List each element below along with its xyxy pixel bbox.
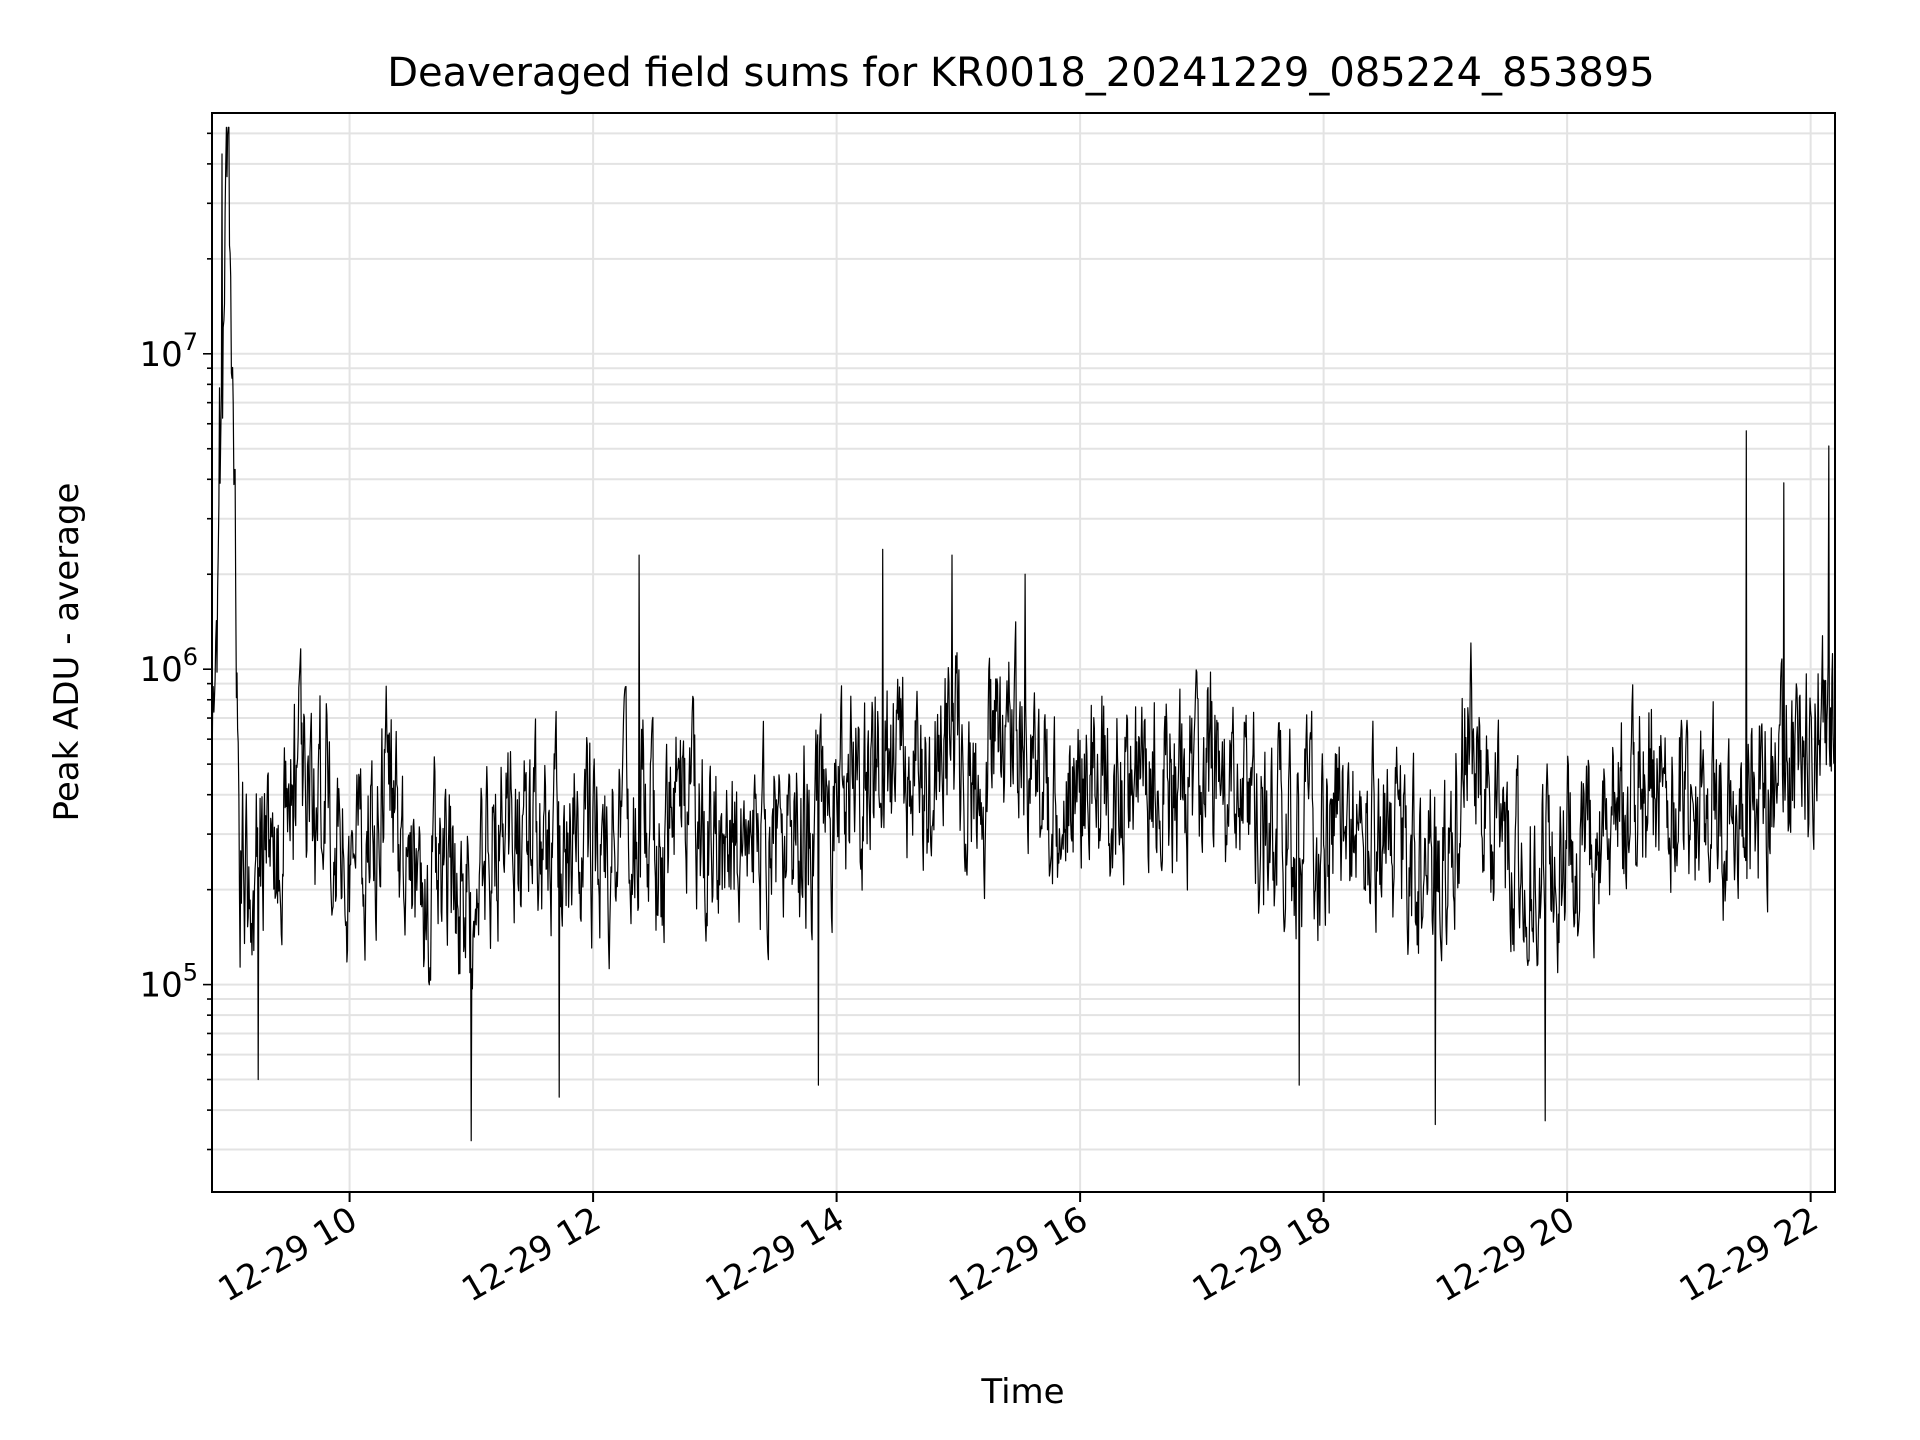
plot-area bbox=[211, 126, 1836, 1142]
y-tick-label: 107 bbox=[139, 328, 198, 375]
chart-title: Deaveraged field sums for KR0018_2024122… bbox=[387, 50, 1655, 96]
y-axis: 105 106 107 bbox=[139, 132, 212, 1151]
x-axis-label: Time bbox=[980, 1372, 1064, 1412]
y-tick-label: 105 bbox=[139, 959, 198, 1006]
y-tick-label: 106 bbox=[139, 643, 198, 690]
plot-frame bbox=[211, 112, 1836, 1193]
y-axis-label: Peak ADU - average bbox=[47, 483, 87, 822]
series-line bbox=[211, 126, 1836, 1142]
